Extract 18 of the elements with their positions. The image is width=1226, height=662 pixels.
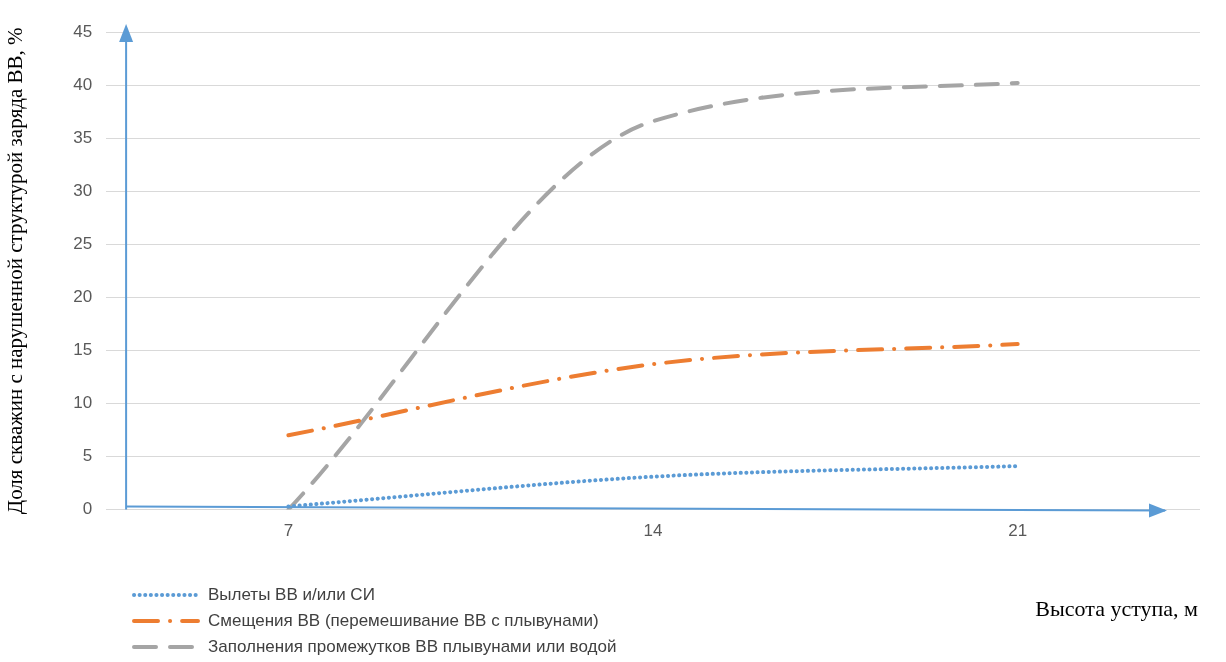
x-tick-label: 21 <box>1008 521 1028 541</box>
y-axis-title: Доля скважин с нарушенной структурой заряда ВВ, % <box>3 27 28 515</box>
y-tick-label: 25 <box>73 233 93 253</box>
legend-label: Заполнения промежутков ВВ плывунами или водой <box>208 637 617 657</box>
y-tick-label: 40 <box>73 74 93 94</box>
y-tick-label: 35 <box>73 127 93 147</box>
y-tick-label: 0 <box>82 499 93 519</box>
x-axis-title: Высота уступа, м <box>1035 596 1198 622</box>
y-tick-label: 20 <box>73 287 93 307</box>
y-tick-label: 10 <box>73 393 93 413</box>
y-tick-label: 5 <box>82 446 93 466</box>
x-tick-label: 14 <box>643 521 663 541</box>
y-tick-label: 15 <box>73 340 93 360</box>
y-tick-label: 30 <box>73 180 93 200</box>
x-tick-label: 7 <box>283 521 294 541</box>
legend-label: Смещения ВВ (перемешивание ВВ с плывунами) <box>208 611 599 631</box>
y-tick-label: 45 <box>73 21 93 41</box>
legend-label: Вылеты ВВ и/или СИ <box>208 585 375 605</box>
